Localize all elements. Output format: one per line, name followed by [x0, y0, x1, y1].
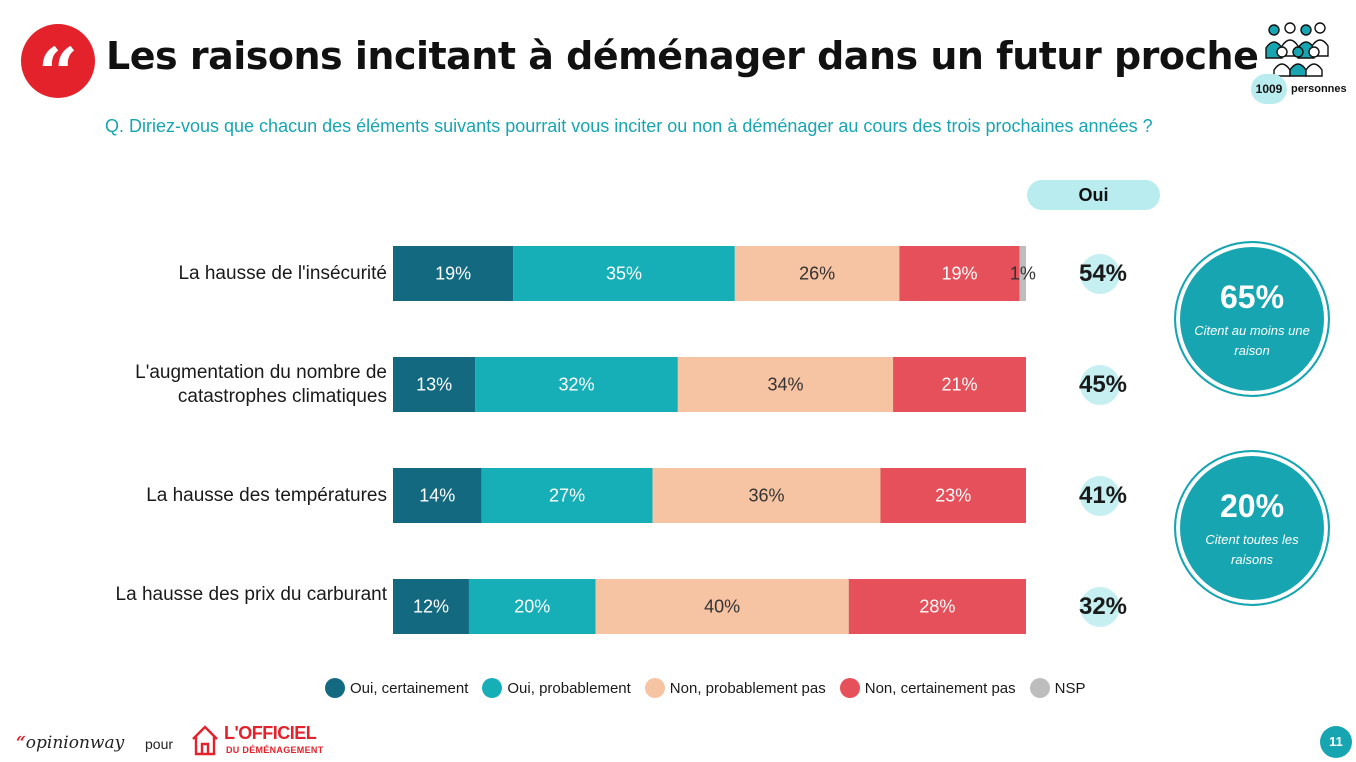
survey-question: Q. Diriez-vous que chacun des éléments s… [105, 116, 1153, 136]
bar-segment [880, 468, 1026, 523]
bar-value-label: 32% [559, 375, 595, 395]
bar-value-label: 13% [416, 375, 452, 395]
oui-total-value: 41% [1078, 481, 1128, 509]
bar-value-label: 36% [748, 486, 784, 506]
bar-segment [734, 246, 900, 301]
bar-value-label: 26% [799, 264, 835, 284]
oui-column-header: Oui [1027, 180, 1160, 210]
bar-value-label: 35% [606, 264, 642, 284]
legend-label: Non, probablement pas [669, 679, 826, 697]
legend-swatch [1029, 678, 1050, 698]
page-number: 11 [1320, 726, 1352, 758]
bar-value-label: 12% [413, 597, 449, 617]
summary-value: 20% [1219, 488, 1285, 524]
bar-segment [677, 357, 894, 412]
legend-label: NSP [1054, 679, 1086, 697]
sample-unit-label: personnes [1291, 83, 1347, 95]
bar-segment [475, 357, 678, 412]
bar-segment [393, 357, 476, 412]
legend-label: Non, certainement pas [864, 679, 1016, 697]
summary-label: Citent au moins une raison [1194, 323, 1310, 358]
bar-segment [481, 468, 653, 523]
legend-item: Oui, certainement [325, 678, 468, 698]
bar-value-label: 28% [919, 597, 955, 617]
chart-legend: Oui, certainement Oui, probablement Non, p… [325, 678, 1086, 698]
summary-value: 65% [1219, 279, 1285, 315]
bar-value-label: 40% [704, 597, 740, 617]
legend-item: Non, certainement pas [839, 678, 1016, 698]
bar-segment [513, 246, 735, 301]
bar-segment [1019, 246, 1026, 301]
oui-total-bubble [1080, 586, 1120, 627]
bar-value-label: 19% [942, 264, 978, 284]
bar-segment [893, 357, 1026, 412]
bar-value-label: 14% [419, 486, 455, 506]
summary-circle-at-least-one: 65% Citent au moins une raison [1174, 241, 1330, 397]
oui-total-value: 32% [1078, 592, 1128, 620]
bar-value-label: 21% [942, 375, 978, 395]
oui-total-bubble [1080, 253, 1120, 294]
bar-value-label: 1% [1010, 264, 1036, 284]
bar-value-label: 23% [935, 486, 971, 506]
legend-label: Oui, certainement [350, 679, 469, 697]
footer-pour-text: pour [145, 736, 174, 752]
opinionway-logo: “opinionway [16, 733, 125, 753]
oui-total-bubble [1080, 364, 1120, 405]
oui-total-bubble [1080, 475, 1120, 516]
legend-swatch [644, 678, 665, 698]
oui-total-value: 45% [1078, 370, 1128, 398]
category-label: L'augmentation du nombre de catastrophes… [135, 361, 387, 407]
bar-segment [595, 579, 849, 634]
bar-segment [652, 468, 881, 523]
bar-segment [899, 246, 1020, 301]
legend-swatch [325, 678, 345, 698]
partner-logo-subtitle: DU DÉMÉNAGEMENT [226, 745, 324, 755]
bar-segment [393, 468, 482, 523]
bar-value-label: 27% [549, 486, 585, 506]
bar-segment [393, 579, 469, 634]
partner-logo-name: L'OFFICIEL [224, 723, 317, 743]
bar-segment [393, 246, 514, 301]
bar-value-label: 34% [767, 375, 803, 395]
people-group-icon [1265, 22, 1329, 77]
bar-segment [468, 579, 596, 634]
sample-count-badge: 1009 [1251, 74, 1287, 104]
quote-badge: “ [21, 24, 95, 98]
legend-item: NSP [1029, 678, 1086, 698]
house-icon [192, 725, 218, 756]
legend-item: Oui, probablement [482, 678, 631, 698]
legend-swatch [482, 678, 503, 698]
summary-circle-all-reasons: 20% Citent toutes les raisons [1174, 450, 1330, 606]
bar-segment [848, 579, 1026, 634]
legend-item: Non, probablement pas [644, 678, 826, 698]
legend-swatch [839, 678, 860, 698]
bar-value-label: 19% [435, 264, 471, 284]
category-label: La hausse de l'insécurité [178, 262, 387, 284]
oui-total-value: 54% [1078, 259, 1128, 287]
bar-value-label: 20% [514, 597, 550, 617]
page-title: Les raisons incitant à déménager dans un… [106, 34, 1259, 78]
summary-label: Citent toutes les raisons [1205, 532, 1299, 567]
category-label: La hausse des températures [146, 484, 387, 506]
legend-label: Oui, probablement [507, 679, 631, 697]
category-label: La hausse des prix du carburant [115, 583, 387, 605]
